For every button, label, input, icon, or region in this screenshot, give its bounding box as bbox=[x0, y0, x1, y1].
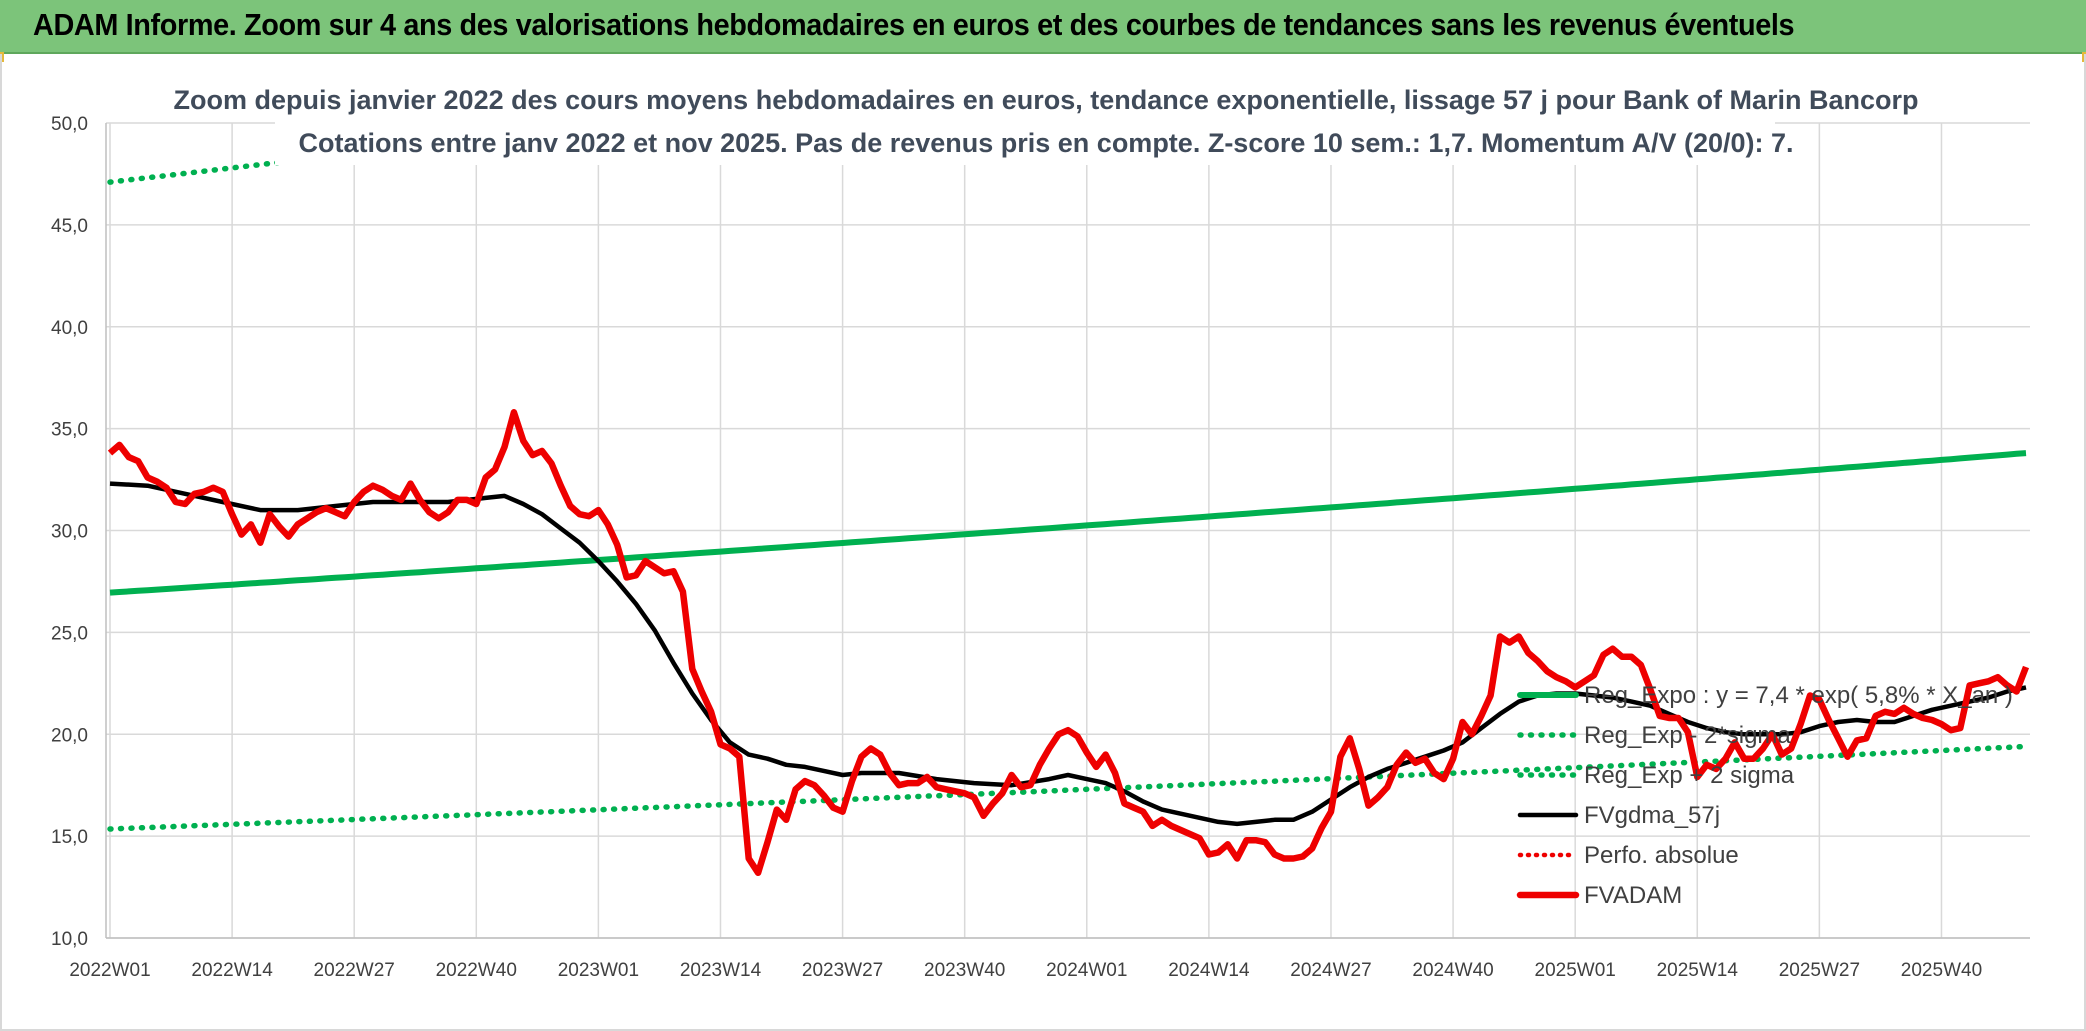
legend-label: Perfo. absolue bbox=[1584, 842, 1739, 869]
chart-title-line1: Zoom depuis janvier 2022 des cours moyen… bbox=[173, 85, 1918, 115]
legend-label: FVADAM bbox=[1584, 882, 1682, 909]
y-tick-label: 20,0 bbox=[51, 725, 88, 746]
chart-legend: Reg_Expo : y = 7,4 * exp( 5,8% * X_an ) R… bbox=[1516, 682, 2013, 909]
x-tick-label: 2023W27 bbox=[802, 960, 883, 981]
series-fvgdma-57j bbox=[109, 481, 2027, 827]
chart-title-line2: Cotations entre janv 2022 et nov 2025. P… bbox=[298, 128, 1793, 158]
x-tick-label: 2024W01 bbox=[1046, 960, 1127, 981]
y-tick-label: 30,0 bbox=[51, 522, 88, 543]
y-axis: 10,0 15,0 20,0 25,0 30,0 35,0 40,0 45,0 50,0 bbox=[51, 114, 88, 950]
y-tick-label: 15,0 bbox=[51, 827, 88, 848]
legend-label: FVgdma_57j bbox=[1584, 802, 1720, 829]
y-tick-label: 10,0 bbox=[51, 929, 88, 950]
series-layer bbox=[107, 121, 2030, 877]
legend-label: Reg_Exp - 2*sigma bbox=[1584, 722, 1791, 749]
y-tick-label: 50,0 bbox=[51, 114, 88, 135]
x-tick-label: 2022W01 bbox=[69, 960, 150, 981]
legend-label: Reg_Exp + 2 sigma bbox=[1584, 762, 1795, 789]
chart-title-background bbox=[275, 80, 1775, 165]
x-axis: 2022W01 2022W14 2022W27 2022W40 2023W01 2023W… bbox=[69, 960, 1982, 981]
chart-title-block: Zoom depuis janvier 2022 des cours moyen… bbox=[173, 80, 1919, 165]
x-tick-label: 2024W40 bbox=[1412, 960, 1493, 981]
y-tick-label: 45,0 bbox=[51, 216, 88, 237]
banner-corner-left bbox=[0, 52, 4, 62]
x-tick-label: 2024W27 bbox=[1290, 960, 1371, 981]
x-tick-label: 2024W14 bbox=[1168, 960, 1250, 981]
x-tick-label: 2025W14 bbox=[1657, 960, 1739, 981]
report-title: ADAM Informe. Zoom sur 4 ans des valoris… bbox=[33, 7, 1795, 42]
legend-label: Reg_Expo : y = 7,4 * exp( 5,8% * X_an ) bbox=[1584, 682, 2013, 709]
y-tick-label: 35,0 bbox=[51, 420, 88, 441]
x-tick-label: 2025W27 bbox=[1779, 960, 1860, 981]
x-tick-label: 2023W14 bbox=[680, 960, 762, 981]
x-tick-label: 2022W27 bbox=[314, 960, 395, 981]
x-tick-label: 2022W40 bbox=[436, 960, 517, 981]
y-tick-label: 40,0 bbox=[51, 318, 88, 339]
chart-gridlines bbox=[105, 122, 2030, 939]
chart-frame bbox=[0, 54, 2086, 1031]
x-tick-label: 2025W01 bbox=[1535, 960, 1616, 981]
series-fvadam bbox=[107, 409, 2030, 877]
report-banner: ADAM Informe. Zoom sur 4 ans des valoris… bbox=[0, 0, 2086, 54]
y-tick-label: 25,0 bbox=[51, 623, 88, 644]
x-tick-label: 2025W40 bbox=[1901, 960, 1982, 981]
x-tick-label: 2023W40 bbox=[924, 960, 1005, 981]
series-reg-expo bbox=[109, 450, 2027, 596]
x-tick-label: 2023W01 bbox=[558, 960, 639, 981]
x-tick-label: 2022W14 bbox=[191, 960, 273, 981]
